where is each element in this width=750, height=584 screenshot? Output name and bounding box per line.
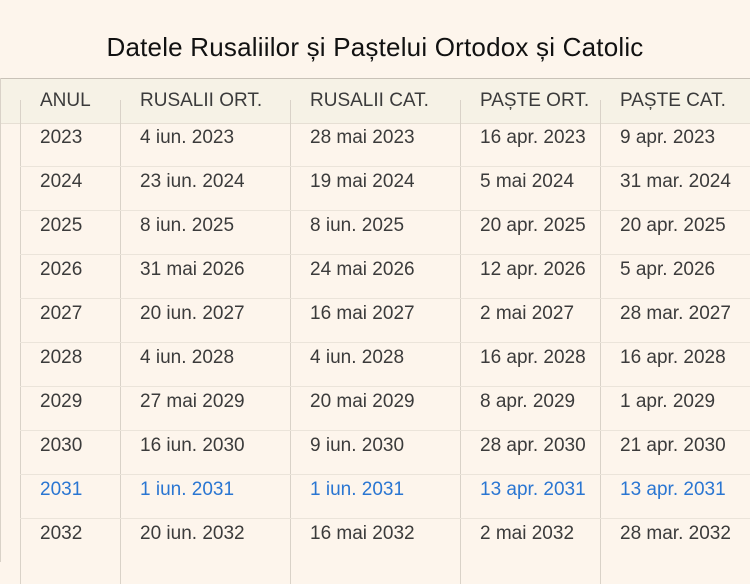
cell-pentecost-orthodox: 20 iun. 2027 (140, 303, 245, 324)
cell-pentecost-orthodox: 4 iun. 2023 (140, 127, 235, 148)
table-row: 2031 1 iun. 2031 1 iun. 2031 13 apr. 2031 13… (0, 476, 750, 520)
cell-pentecost-catholic: 9 iun. 2030 (310, 435, 405, 456)
cell-easter-catholic: 5 apr. 2026 (620, 259, 716, 280)
table-header: ANUL RUSALII ORT. RUSALII CAT. PAȘTE ORT… (0, 78, 750, 124)
cell-pentecost-catholic: 16 mai 2027 (310, 303, 415, 324)
column-header-pentecost-catholic: RUSALII CAT. (310, 90, 429, 111)
cell-easter-catholic: 1 apr. 2029 (620, 391, 716, 412)
cell-pentecost-orthodox: 1 iun. 2031 (140, 479, 235, 500)
row-divider (20, 518, 750, 519)
cell-pentecost-orthodox: 27 mai 2029 (140, 391, 245, 412)
cell-pentecost-catholic: 24 mai 2026 (310, 259, 415, 280)
cell-pentecost-orthodox: 31 mai 2026 (140, 259, 245, 280)
cell-pentecost-catholic: 28 mai 2023 (310, 127, 415, 148)
cell-easter-orthodox: 16 apr. 2028 (480, 347, 586, 368)
table-row: 2026 31 mai 2026 24 mai 2026 12 apr. 2026 5 … (0, 256, 750, 300)
table-row: 2027 20 iun. 2027 16 mai 2027 2 mai 2027 28 … (0, 300, 750, 344)
row-divider (20, 166, 750, 167)
dates-table: ANUL RUSALII ORT. RUSALII CAT. PAȘTE ORT… (0, 78, 750, 584)
cell-year: 2026 (40, 259, 83, 280)
cell-year: 2032 (40, 523, 83, 544)
column-header-easter-orthodox: PAȘTE ORT. (480, 90, 590, 111)
column-header-pentecost-orthodox: RUSALII ORT. (140, 90, 263, 111)
cell-easter-orthodox: 20 apr. 2025 (480, 215, 586, 236)
cell-year: 2031 (40, 479, 83, 500)
cell-year: 2023 (40, 127, 83, 148)
cell-pentecost-orthodox: 20 iun. 2032 (140, 523, 245, 544)
cell-pentecost-catholic: 1 iun. 2031 (310, 479, 405, 500)
cell-year: 2025 (40, 215, 83, 236)
row-divider (20, 254, 750, 255)
table-row: 2029 27 mai 2029 20 mai 2029 8 apr. 2029 1 a… (0, 388, 750, 432)
row-divider (20, 386, 750, 387)
cell-easter-orthodox: 2 mai 2032 (480, 523, 575, 544)
cell-easter-catholic: 28 mar. 2027 (620, 303, 731, 324)
cell-pentecost-catholic: 8 iun. 2025 (310, 215, 405, 236)
cell-pentecost-catholic: 20 mai 2029 (310, 391, 415, 412)
cell-pentecost-catholic: 19 mai 2024 (310, 171, 415, 192)
cell-easter-catholic: 21 apr. 2030 (620, 435, 726, 456)
cell-pentecost-orthodox: 23 iun. 2024 (140, 171, 245, 192)
column-header-year: ANUL (40, 90, 91, 111)
row-divider (20, 298, 750, 299)
cell-easter-orthodox: 12 apr. 2026 (480, 259, 586, 280)
cell-easter-catholic: 13 apr. 2031 (620, 479, 726, 500)
cell-year: 2030 (40, 435, 83, 456)
cell-easter-catholic: 9 apr. 2023 (620, 127, 716, 148)
cell-easter-orthodox: 28 apr. 2030 (480, 435, 586, 456)
cell-year: 2027 (40, 303, 83, 324)
column-header-easter-catholic: PAȘTE CAT. (620, 90, 726, 111)
row-divider (20, 210, 750, 211)
row-divider (20, 430, 750, 431)
cell-easter-catholic: 31 mar. 2024 (620, 171, 731, 192)
row-divider (20, 474, 750, 475)
table-row: 2032 20 iun. 2032 16 mai 2032 2 mai 2032 28 … (0, 520, 750, 564)
cell-pentecost-orthodox: 8 iun. 2025 (140, 215, 235, 236)
cell-easter-orthodox: 5 mai 2024 (480, 171, 575, 192)
table-row: 2030 16 iun. 2030 9 iun. 2030 28 apr. 2030 2… (0, 432, 750, 476)
cell-year: 2028 (40, 347, 83, 368)
cell-easter-catholic: 16 apr. 2028 (620, 347, 726, 368)
cell-easter-orthodox: 8 apr. 2029 (480, 391, 576, 412)
table-row: 2023 4 iun. 2023 28 mai 2023 16 apr. 2023 9 … (0, 124, 750, 168)
cell-easter-orthodox: 16 apr. 2023 (480, 127, 586, 148)
table-row: 2028 4 iun. 2028 4 iun. 2028 16 apr. 2028 16… (0, 344, 750, 388)
cell-pentecost-catholic: 16 mai 2032 (310, 523, 415, 544)
table-row: 2025 8 iun. 2025 8 iun. 2025 20 apr. 2025 20… (0, 212, 750, 256)
cell-easter-orthodox: 13 apr. 2031 (480, 479, 586, 500)
row-divider (20, 342, 750, 343)
page-title: Datele Rusaliilor și Paștelui Ortodox și… (106, 32, 644, 62)
cell-easter-orthodox: 2 mai 2027 (480, 303, 575, 324)
cell-easter-catholic: 28 mar. 2032 (620, 523, 731, 544)
cell-easter-catholic: 20 apr. 2025 (620, 215, 726, 236)
table-row: 2024 23 iun. 2024 19 mai 2024 5 mai 2024 31 … (0, 168, 750, 212)
cell-pentecost-orthodox: 16 iun. 2030 (140, 435, 245, 456)
cell-year: 2024 (40, 171, 83, 192)
column-divider (0, 78, 1, 562)
cell-pentecost-orthodox: 4 iun. 2028 (140, 347, 235, 368)
cell-year: 2029 (40, 391, 83, 412)
cell-pentecost-catholic: 4 iun. 2028 (310, 347, 405, 368)
